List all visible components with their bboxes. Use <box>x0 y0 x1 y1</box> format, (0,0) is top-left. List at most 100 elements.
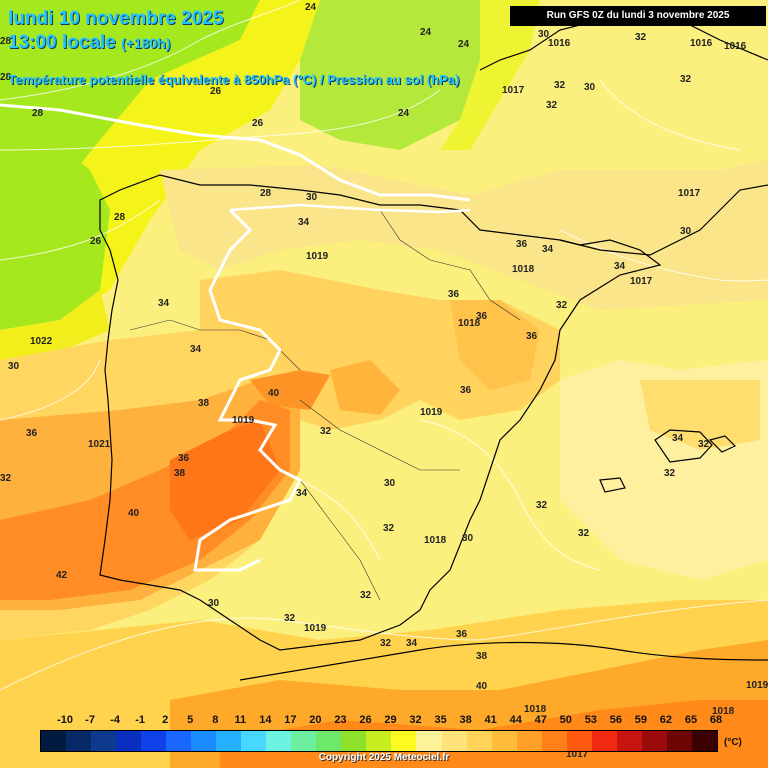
svg-text:34: 34 <box>190 344 202 355</box>
svg-text:28: 28 <box>32 108 44 119</box>
colorbar-swatch <box>491 731 517 751</box>
svg-text:1022: 1022 <box>30 336 53 347</box>
svg-text:42: 42 <box>56 570 68 581</box>
svg-text:1019: 1019 <box>746 680 768 691</box>
svg-text:26: 26 <box>210 86 222 97</box>
svg-text:38: 38 <box>174 468 186 479</box>
svg-text:1019: 1019 <box>304 623 327 634</box>
balearic-warm <box>640 380 760 450</box>
svg-text:32: 32 <box>698 439 710 450</box>
colorbar-swatch <box>441 731 467 751</box>
svg-text:32: 32 <box>554 80 566 91</box>
svg-text:32: 32 <box>546 100 558 111</box>
forecast-offset: (+180h) <box>121 35 171 51</box>
svg-text:36: 36 <box>516 239 528 250</box>
svg-text:1019: 1019 <box>420 407 443 418</box>
orange-deeper-ne <box>450 300 540 390</box>
colorbar-tick-label: 32 <box>409 714 422 726</box>
colorbar-tick-label: 8 <box>212 714 219 726</box>
colorbar-swatch <box>516 731 542 751</box>
svg-text:1021: 1021 <box>88 439 111 450</box>
svg-text:30: 30 <box>538 29 550 40</box>
svg-text:30: 30 <box>8 361 20 372</box>
colorbar-swatch <box>241 731 267 751</box>
colorbar-swatch <box>66 731 92 751</box>
svg-text:1017: 1017 <box>630 276 653 287</box>
colorbar-tick-label: 29 <box>384 714 397 726</box>
colorbar-swatch <box>91 731 117 751</box>
colorbar-tick-label: 2 <box>162 714 169 726</box>
colorbar <box>40 730 718 752</box>
isobar-1020 <box>193 208 303 572</box>
colorbar-swatch <box>416 731 442 751</box>
svg-text:28: 28 <box>260 188 272 199</box>
svg-text:1017: 1017 <box>502 85 525 96</box>
colorbar-tick-label: 59 <box>634 714 647 726</box>
svg-text:24: 24 <box>305 2 317 13</box>
svg-text:36: 36 <box>476 311 488 322</box>
colorbar-tick-label: 11 <box>234 714 247 726</box>
svg-text:1018: 1018 <box>458 318 481 329</box>
svg-text:34: 34 <box>296 488 308 499</box>
svg-text:32: 32 <box>635 32 647 43</box>
svg-text:38: 38 <box>476 651 488 662</box>
svg-text:30: 30 <box>306 192 318 203</box>
colorbar-swatch <box>591 731 617 751</box>
svg-text:36: 36 <box>178 453 190 464</box>
colorbar-swatch <box>116 731 142 751</box>
svg-text:36: 36 <box>526 331 538 342</box>
svg-text:30: 30 <box>584 82 596 93</box>
colorbar-tick-label: 38 <box>459 714 472 726</box>
isobar-1020-top <box>229 203 471 214</box>
svg-text:1016: 1016 <box>724 41 747 52</box>
svg-text:32: 32 <box>360 590 372 601</box>
colorbar-tick-label: 5 <box>187 714 194 726</box>
colorbar-swatch <box>391 731 417 751</box>
copyright: Copyright 2025 Meteociel.fr <box>318 752 450 763</box>
colorbar-tick-label: 65 <box>684 714 698 726</box>
svg-text:32: 32 <box>383 523 395 534</box>
svg-text:32: 32 <box>556 300 568 311</box>
colorbar-unit: (°C) <box>724 737 742 748</box>
colorbar-swatch <box>566 731 592 751</box>
svg-text:40: 40 <box>268 388 280 399</box>
svg-text:30: 30 <box>208 598 220 609</box>
colorbar-swatch <box>316 731 342 751</box>
colorbar-tick-label: -7 <box>85 714 95 726</box>
svg-text:34: 34 <box>542 244 554 255</box>
colorbar-swatch <box>616 731 642 751</box>
svg-text:32: 32 <box>664 468 676 479</box>
svg-text:30: 30 <box>384 478 396 489</box>
colorbar-tick-label: 17 <box>284 714 297 726</box>
forecast-date: lundi 10 novembre 2025 <box>8 8 224 29</box>
colorbar-tick-label: -4 <box>110 714 120 726</box>
colorbar-swatch <box>691 731 717 751</box>
colorbar-swatch <box>541 731 567 751</box>
colorbar-swatch <box>191 731 217 751</box>
hot-core <box>170 420 280 540</box>
svg-text:28: 28 <box>114 212 126 223</box>
svg-text:40: 40 <box>128 508 140 519</box>
svg-text:1018: 1018 <box>712 706 735 717</box>
orange-deeper <box>330 360 400 415</box>
colorbar-tick-label: 50 <box>559 714 572 726</box>
yellow-left-band <box>0 290 110 370</box>
pale-area-north <box>160 160 768 310</box>
svg-text:1018: 1018 <box>424 535 447 546</box>
svg-text:24: 24 <box>420 27 432 38</box>
colorbar-tick-label: 26 <box>359 714 372 726</box>
hot-spot-center <box>250 370 330 410</box>
colorbar-swatch <box>166 731 192 751</box>
forecast-time-value: 13:00 locale <box>8 32 116 53</box>
svg-text:32: 32 <box>680 74 692 85</box>
colorbar-tick-label: 23 <box>334 714 347 726</box>
colorbar-swatch <box>366 731 392 751</box>
colorbar-swatch <box>291 731 317 751</box>
svg-text:36: 36 <box>456 629 468 640</box>
svg-text:1018: 1018 <box>524 704 547 715</box>
svg-text:30: 30 <box>462 533 474 544</box>
colorbar-swatch <box>41 731 67 751</box>
svg-text:32: 32 <box>536 500 548 511</box>
svg-text:26: 26 <box>90 236 102 247</box>
svg-text:36: 36 <box>26 428 38 439</box>
